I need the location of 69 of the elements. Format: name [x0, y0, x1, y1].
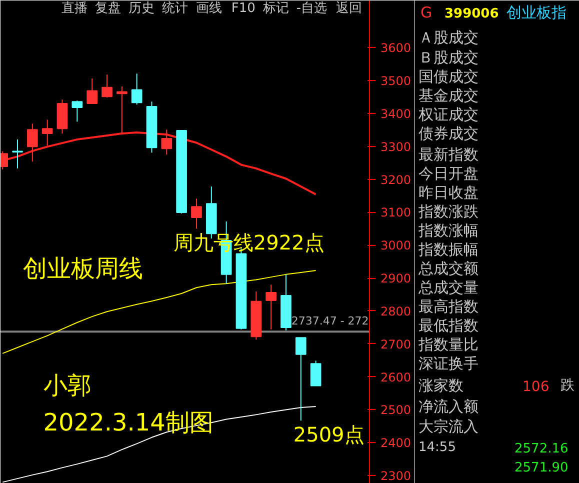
- candlestick: [42, 119, 53, 146]
- candlestick: [116, 86, 128, 134]
- y-tick-label: 3300: [380, 140, 412, 154]
- y-tick-label: 2700: [380, 337, 412, 352]
- y-tick-label: 2400: [380, 436, 412, 450]
- candlestick: [12, 138, 23, 169]
- y-tick-label: 3600: [380, 41, 412, 56]
- y-tick-label: 2900: [380, 272, 412, 286]
- annotation: F10: [231, 1, 256, 16]
- y-tick-label: 3100: [380, 206, 412, 220]
- text: 昨日收盘: [418, 184, 478, 202]
- annotation: 历史: [128, 1, 155, 16]
- y-tick-label: 3400: [380, 106, 412, 121]
- candlestick: [26, 123, 38, 162]
- text: 返回: [336, 1, 362, 16]
- text: 106: [522, 379, 550, 395]
- annotation: 复盘: [95, 1, 122, 16]
- annotation: 2509点: [293, 422, 364, 447]
- text: 跌: [560, 378, 574, 394]
- text: 权证成交: [418, 106, 478, 124]
- candlestick: [102, 74, 112, 98]
- annotation: 统计: [162, 1, 188, 16]
- text: Ａ股成交: [418, 28, 478, 46]
- ref-line-label: 2737.47 - 272: [291, 314, 369, 328]
- y-tick-label: 2800: [380, 304, 412, 318]
- candlestick: [310, 360, 322, 386]
- text: 14:55: [418, 440, 456, 455]
- y-tick-label: 2600: [380, 370, 412, 384]
- text: 国债成交: [418, 68, 478, 86]
- text: 大宗流入: [418, 418, 478, 436]
- text: 2572.16: [514, 442, 568, 456]
- y-tick-label: 2500: [380, 403, 412, 418]
- annotation: -自选: [296, 1, 328, 16]
- text: 指数振幅: [418, 240, 478, 258]
- candlestick: [161, 129, 172, 156]
- annotation: 小郭: [43, 372, 92, 400]
- y-tick-label: 3500: [380, 74, 412, 88]
- text: 指数量比: [418, 336, 478, 354]
- text: 指数涨跌: [418, 202, 478, 220]
- text: 2571.90: [514, 460, 568, 476]
- text: 最新指数: [418, 146, 478, 164]
- text: 指数涨幅: [418, 222, 478, 240]
- y-tick-label: 3200: [380, 172, 412, 187]
- text: 涨家数: [418, 376, 464, 394]
- annotation: 创业板周线: [22, 254, 143, 283]
- text: 净流入额: [418, 398, 478, 416]
- candlestick: [131, 73, 142, 106]
- y-tick-label: 3000: [380, 238, 412, 253]
- text: Ｂ股成交: [418, 48, 478, 66]
- text: 最高指数: [418, 298, 478, 316]
- text: 总成交额: [418, 260, 478, 278]
- text: 最低指数: [418, 316, 478, 334]
- annotation: 标记: [262, 1, 289, 16]
- text: G: [420, 4, 432, 22]
- candlestick: [72, 100, 83, 122]
- text: 基金成交: [418, 86, 478, 104]
- annotation: 画线: [196, 1, 222, 16]
- y-tick-label: 2300: [380, 469, 412, 483]
- candlestick: [86, 78, 98, 104]
- text: 总成交量: [418, 278, 478, 296]
- candlestick: [295, 337, 306, 422]
- candlestick: [266, 284, 276, 330]
- text: 399006: [444, 6, 499, 22]
- annotation: 直播: [62, 1, 88, 16]
- text: 创业板指: [506, 4, 566, 22]
- candlestick: [191, 198, 202, 230]
- text: 债券成交: [418, 124, 478, 142]
- text: 今日开盘: [418, 164, 478, 182]
- text: 深证换手: [418, 354, 478, 372]
